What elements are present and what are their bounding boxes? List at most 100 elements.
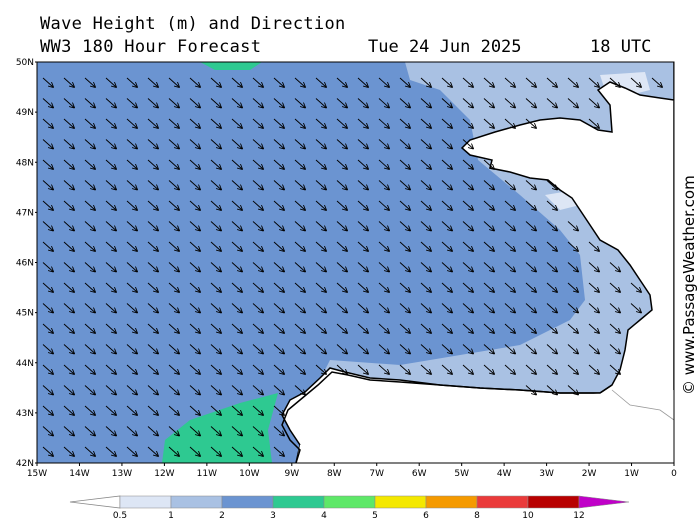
wave-arrow (399, 180, 410, 190)
wave-arrow (42, 303, 53, 313)
legend-swatch (425, 495, 478, 509)
wave-arrow (126, 282, 137, 292)
wave-arrow (252, 98, 263, 108)
wave-arrow (147, 303, 158, 313)
wave-arrow (462, 221, 473, 231)
wave-arrow (315, 200, 326, 210)
wave-arrow (210, 344, 221, 354)
wave-arrow (42, 180, 53, 190)
wave-arrow (252, 385, 263, 395)
wave-arrow (126, 364, 137, 374)
wave-arrow (168, 139, 179, 149)
wave-arrow (441, 282, 452, 292)
wave-arrow (252, 405, 263, 415)
wave-arrow (84, 303, 95, 313)
wave-arrow (210, 221, 221, 231)
legend-tick-label: 10 (522, 511, 534, 521)
wave-arrow (147, 344, 158, 354)
legend-swatch (170, 495, 223, 509)
wave-arrow (84, 426, 95, 436)
wave-arrow (147, 241, 158, 251)
lon-label: 2W (582, 469, 597, 479)
wave-arrow (441, 98, 452, 108)
wave-arrow (42, 139, 53, 149)
wave-arrow (126, 221, 137, 231)
wave-arrow (126, 159, 137, 169)
wave-arrow (525, 118, 536, 128)
wave-arrow (420, 241, 431, 251)
wave-arrow (483, 282, 494, 292)
wave-arrow (273, 282, 284, 292)
wave-arrow (231, 77, 242, 87)
wave-arrow (210, 405, 221, 415)
wave-arrow (378, 221, 389, 231)
wave-arrow (210, 200, 221, 210)
wave-arrow (210, 323, 221, 333)
wave-arrow (273, 139, 284, 149)
wave-arrow (420, 139, 431, 149)
wave-arrow (504, 344, 515, 354)
wave-arrow (609, 282, 620, 292)
wave-arrow (483, 262, 494, 272)
lat-label: 43N (16, 409, 34, 419)
wave-arrow (168, 323, 179, 333)
wave-arrow (357, 139, 368, 149)
wave-arrow (525, 262, 536, 272)
latitude-labels: 50N 49N 48N 47N 46N 45N 44N 43N 42N (16, 58, 37, 469)
wave-arrow (63, 241, 74, 251)
wave-arrow (273, 241, 284, 251)
legend-tick-label: 12 (573, 511, 584, 521)
wave-arrow (252, 118, 263, 128)
wave-arrow (126, 262, 137, 272)
wave-arrow (336, 221, 347, 231)
lon-label: 10W (239, 469, 259, 479)
wave-arrow (168, 159, 179, 169)
wave-arrow (315, 282, 326, 292)
wave-arrow (63, 446, 74, 456)
wave-arrow (336, 303, 347, 313)
wave-arrow (231, 118, 242, 128)
map-title: Wave Height (m) and Direction (40, 14, 346, 34)
wave-arrow (189, 118, 200, 128)
wave-arrow (273, 77, 284, 87)
legend-tick-label: 3 (270, 511, 276, 521)
wave-arrow (168, 221, 179, 231)
wave-arrow (441, 323, 452, 333)
wave-arrow (126, 118, 137, 128)
wave-arrow (546, 364, 557, 374)
lon-label: 15W (27, 469, 47, 479)
wave-arrow (105, 344, 116, 354)
wave-arrow (546, 77, 557, 87)
wave-arrow (42, 282, 53, 292)
wave-arrow (336, 200, 347, 210)
wave-arrow (462, 241, 473, 251)
wave-arrow (42, 118, 53, 128)
wave-arrow (189, 446, 200, 456)
wave-arrow (483, 303, 494, 313)
wave-arrow (315, 303, 326, 313)
wave-arrow (567, 282, 578, 292)
wave-arrow (105, 364, 116, 374)
wave-arrow (630, 303, 641, 313)
wave-arrow (504, 262, 515, 272)
wave-arrow (441, 77, 452, 87)
wave-arrow (231, 241, 242, 251)
lon-label: 8W (327, 469, 342, 479)
wave-arrow (336, 139, 347, 149)
wave-arrow (357, 200, 368, 210)
wave-arrow (63, 282, 74, 292)
wave-arrow (252, 446, 263, 456)
wave-arrow (126, 323, 137, 333)
wave-arrow (588, 364, 599, 374)
wave-arrow (105, 77, 116, 87)
wave-arrow (189, 385, 200, 395)
lon-label: 1W (624, 469, 639, 479)
wave-arrow (63, 385, 74, 395)
wave-arrow (294, 221, 305, 231)
wave-arrow (105, 446, 116, 456)
wave-arrow (336, 282, 347, 292)
wave-arrow (252, 344, 263, 354)
wave-arrow (294, 98, 305, 108)
wave-arrow (399, 323, 410, 333)
wave-arrow (63, 180, 74, 190)
